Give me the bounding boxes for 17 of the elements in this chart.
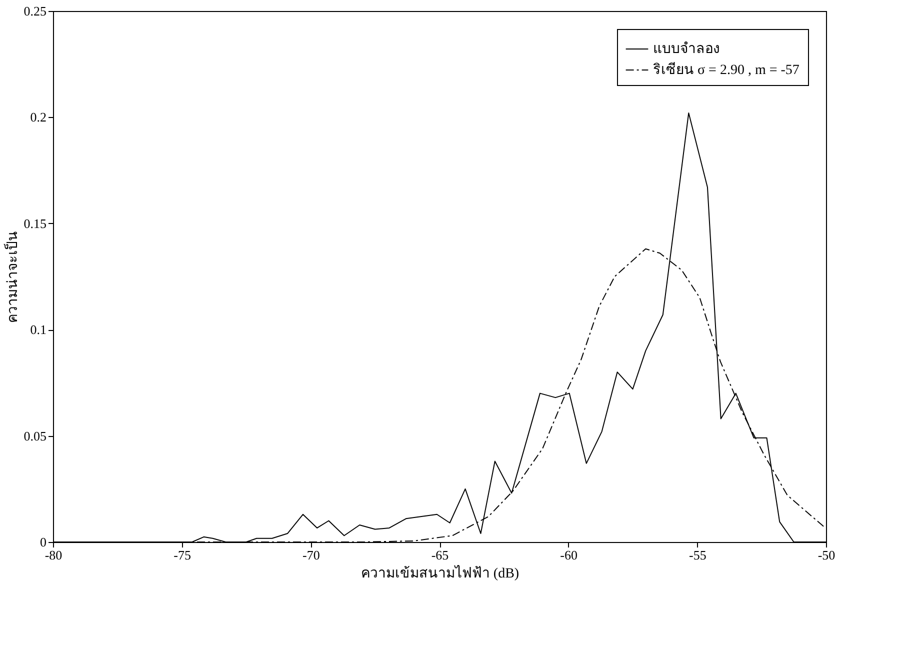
y-tick-label: 0.1 <box>30 322 46 338</box>
y-tick-label: 0.05 <box>24 428 46 444</box>
y-tick-label: 0.15 <box>24 216 46 231</box>
y-tick-label: 0.25 <box>24 4 46 18</box>
x-tick-label: -80 <box>44 548 62 562</box>
x-tick-label: -50 <box>818 548 836 562</box>
x-tick-label: -70 <box>302 548 320 562</box>
x-tick-label: -60 <box>560 548 578 562</box>
x-tick-label: -65 <box>431 548 449 562</box>
y-tick-label: 0.2 <box>30 110 46 125</box>
y-axis-title: ความน่าจะเป็น <box>2 231 21 323</box>
x-axis-title: ความเข้มสนามไฟฟ้า (dB) <box>360 564 520 582</box>
y-tick-label: 0 <box>40 534 46 550</box>
x-tick-label: -75 <box>174 548 192 562</box>
legend-label: แบบจำลอง <box>653 42 720 57</box>
legend-label: ริเซียน σ = 2.90 , m = -57 <box>653 62 800 78</box>
x-tick-label: -55 <box>688 548 706 562</box>
